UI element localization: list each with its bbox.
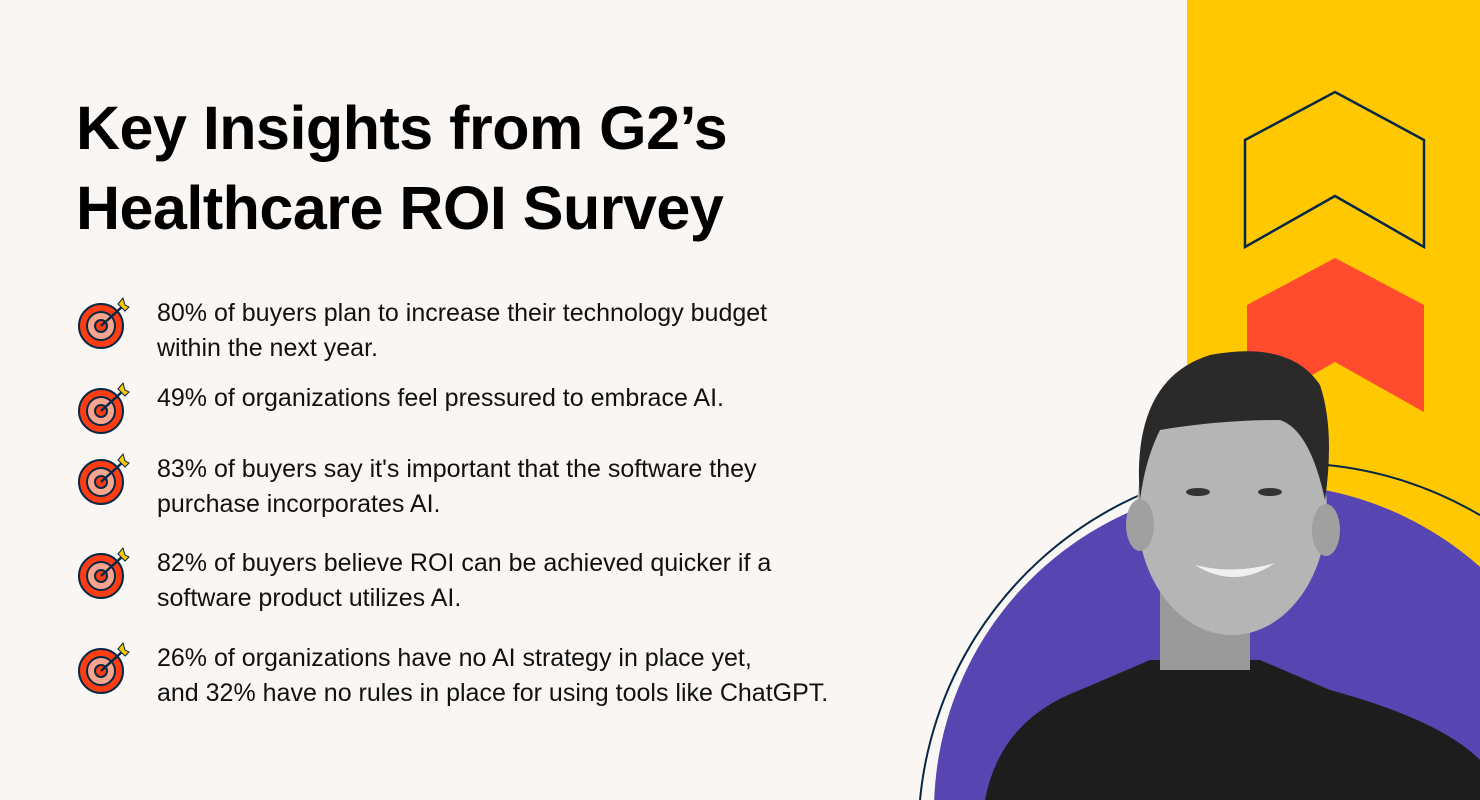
insight-item: 83% of buyers say it's important that th… — [76, 452, 917, 522]
insight-line-2: software product utilizes AI. — [157, 584, 462, 612]
insight-item: 80% of buyers plan to increase their tec… — [76, 296, 917, 366]
insight-item: 26% of organizations have no AI strategy… — [76, 641, 917, 711]
page-title: Key Insights from G2’s Healthcare ROI Su… — [76, 88, 876, 248]
target-icon — [78, 381, 130, 434]
target-icon — [78, 452, 130, 505]
insight-line-2: purchase incorporates AI. — [157, 490, 441, 518]
insight-text: 82% of buyers believe ROI can be achieve… — [157, 546, 917, 616]
title-line-1: Key Insights from G2’s — [76, 94, 728, 162]
insight-item: 82% of buyers believe ROI can be achieve… — [76, 546, 917, 616]
insight-text: 80% of buyers plan to increase their tec… — [157, 296, 917, 366]
target-icon — [78, 296, 130, 349]
outline-circle — [919, 462, 1480, 800]
title-line-2: Healthcare ROI Survey — [76, 174, 724, 242]
insight-item: 49% of organizations feel pressured to e… — [76, 381, 917, 435]
insight-line-1: 83% of buyers say it's important that th… — [157, 455, 757, 483]
insight-line-2: and 32% have no rules in place for using… — [157, 679, 829, 707]
person-photo — [985, 351, 1480, 800]
insight-line-2: within the next year. — [157, 334, 378, 362]
target-icon — [78, 546, 130, 599]
insight-text: 83% of buyers say it's important that th… — [157, 452, 917, 522]
insight-text: 26% of organizations have no AI strategy… — [157, 641, 917, 711]
target-icon — [78, 641, 130, 694]
insight-line-1: 26% of organizations have no AI strategy… — [157, 644, 752, 672]
insight-line-1: 82% of buyers believe ROI can be achieve… — [157, 549, 772, 577]
insight-line-1: 80% of buyers plan to increase their tec… — [157, 299, 768, 327]
insight-line-1: 49% of organizations feel pressured to e… — [157, 384, 724, 412]
outline-chevron-icon — [1243, 90, 1426, 250]
insight-text: 49% of organizations feel pressured to e… — [157, 381, 917, 416]
